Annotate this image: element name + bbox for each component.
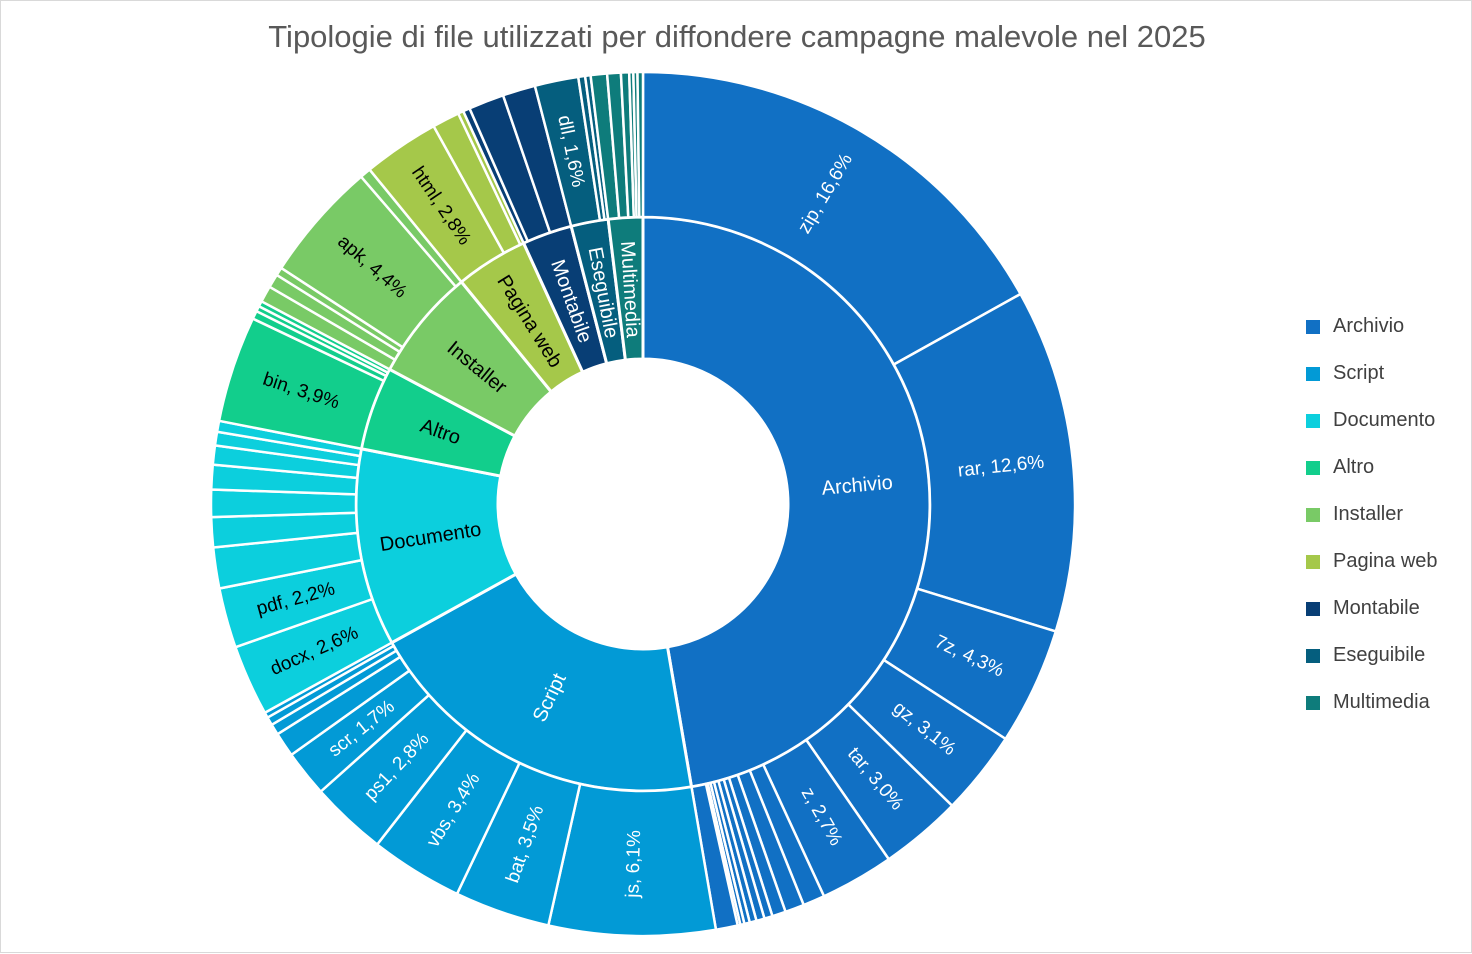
legend-item-archivio[interactable]: Archivio xyxy=(1306,303,1438,350)
legend-label: Installer xyxy=(1333,503,1404,525)
legend-swatch xyxy=(1306,413,1320,428)
legend-item-eseguibile[interactable]: Eseguibile xyxy=(1306,632,1438,679)
legend-label: Script xyxy=(1333,362,1385,384)
legend-item-altro[interactable]: Altro xyxy=(1306,444,1438,491)
legend-label: Documento xyxy=(1333,409,1436,431)
chart-title: Tipologie di file utilizzati per diffond… xyxy=(268,19,1206,54)
legend-label: Montabile xyxy=(1333,597,1420,619)
legend-label: Altro xyxy=(1333,456,1375,478)
legend-label: Pagina web xyxy=(1333,550,1438,572)
legend-swatch xyxy=(1306,319,1320,334)
legend-item-pagina-web[interactable]: Pagina web xyxy=(1306,538,1438,585)
legend-swatch xyxy=(1306,460,1320,475)
legend-item-script[interactable]: Script xyxy=(1306,350,1438,397)
legend-item-installer[interactable]: Installer xyxy=(1306,491,1438,538)
legend-item-montabile[interactable]: Montabile xyxy=(1306,585,1438,632)
legend-swatch xyxy=(1306,507,1320,522)
legend-swatch xyxy=(1306,695,1320,710)
legend-label: Archivio xyxy=(1333,315,1405,337)
segment-label-js: js, 6,1% xyxy=(622,830,645,899)
chart-legend: Archivio Script Documento Altro Installer Pag… xyxy=(1306,303,1438,726)
legend-swatch xyxy=(1306,648,1320,663)
legend-item-multimedia[interactable]: Multimedia xyxy=(1306,679,1438,726)
legend-swatch xyxy=(1306,554,1320,569)
legend-swatch xyxy=(1306,601,1320,616)
legend-item-documento[interactable]: Documento xyxy=(1306,397,1438,444)
legend-label: Multimedia xyxy=(1333,691,1430,713)
segment-multimedia-other-5[interactable] xyxy=(636,70,645,219)
segment-archivio-zip-0[interactable] xyxy=(641,70,1022,366)
legend-label: Eseguibile xyxy=(1333,644,1426,666)
legend-swatch xyxy=(1306,366,1320,381)
